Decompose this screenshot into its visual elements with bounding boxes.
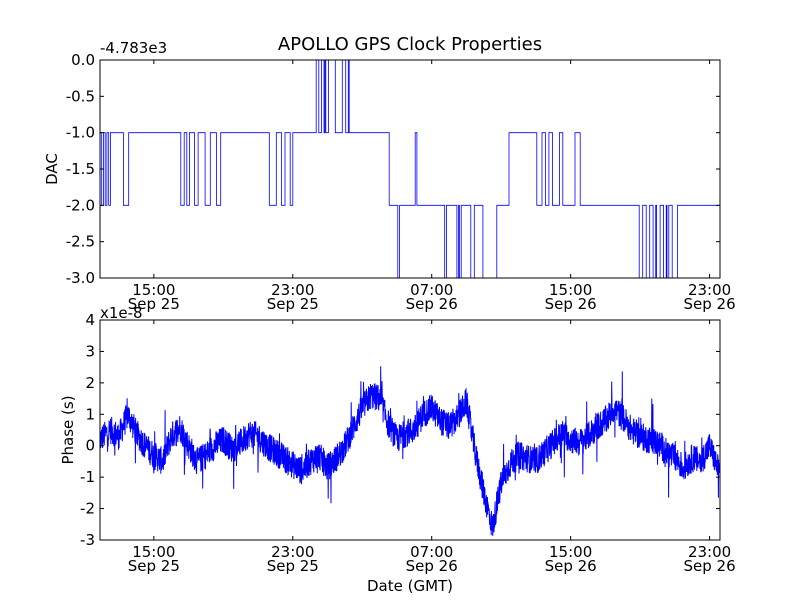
phase-xtick-time: 07:00 xyxy=(410,543,453,561)
dac-xtick-time: 23:00 xyxy=(271,281,314,299)
phase-offset-text: x1e-8 xyxy=(100,304,143,322)
dac-ytick-label: 0.0 xyxy=(71,51,95,69)
phase-xtick-time: 15:00 xyxy=(132,543,175,561)
dac-ytick-label: -0.5 xyxy=(66,87,95,105)
phase-axes-frame xyxy=(99,319,721,541)
dac-ytick-label: -2.5 xyxy=(66,233,95,251)
dac-offset-text: -4.783e3 xyxy=(100,39,167,57)
phase-xtick-date: Sep 26 xyxy=(684,557,736,575)
chart-title: APOLLO GPS Clock Properties xyxy=(278,34,542,55)
phase-ytick-label: 3 xyxy=(85,342,95,360)
phase-xtick-date: Sep 26 xyxy=(406,557,458,575)
dac-xtick-time: 07:00 xyxy=(410,281,453,299)
dac-xtick-time: 23:00 xyxy=(688,281,731,299)
phase-xtick-time: 23:00 xyxy=(688,543,731,561)
phase-xtick-date: Sep 26 xyxy=(545,557,597,575)
phase-ytick-label: -1 xyxy=(80,468,95,486)
phase-xtick-date: Sep 25 xyxy=(267,557,319,575)
dac-ylabel: DAC xyxy=(43,153,61,185)
dac-ytick-label: -1.5 xyxy=(66,160,95,178)
dac-ytick-label: -3.0 xyxy=(66,269,95,287)
dac-xtick-date: Sep 26 xyxy=(406,295,458,313)
phase-series-line xyxy=(99,366,721,536)
dac-xtick-time: 15:00 xyxy=(549,281,592,299)
phase-ylabel: Phase (s) xyxy=(59,395,77,464)
phase-ytick-label: 1 xyxy=(85,405,95,423)
dac-ytick-label: -1.0 xyxy=(66,124,95,142)
phase-xtick-date: Sep 25 xyxy=(128,557,180,575)
phase-ytick-label: -3 xyxy=(80,531,95,549)
phase-ytick-label: 0 xyxy=(85,437,95,455)
phase-xtick-time: 23:00 xyxy=(271,543,314,561)
dac-ytick-label: -2.0 xyxy=(66,196,95,214)
phase-xtick-time: 15:00 xyxy=(549,543,592,561)
phase-xlabel: Date (GMT) xyxy=(367,577,453,595)
phase-ytick-label: -2 xyxy=(80,500,95,518)
dac-xtick-date: Sep 26 xyxy=(545,295,597,313)
dac-xtick-date: Sep 25 xyxy=(267,295,319,313)
phase-ytick-label: 4 xyxy=(85,311,95,329)
phase-series-layer xyxy=(99,366,721,536)
dac-xtick-time: 15:00 xyxy=(132,281,175,299)
dac-xtick-date: Sep 26 xyxy=(684,295,736,313)
phase-ytick-label: 2 xyxy=(85,374,95,392)
dac-xtick-date: Sep 25 xyxy=(128,295,180,313)
